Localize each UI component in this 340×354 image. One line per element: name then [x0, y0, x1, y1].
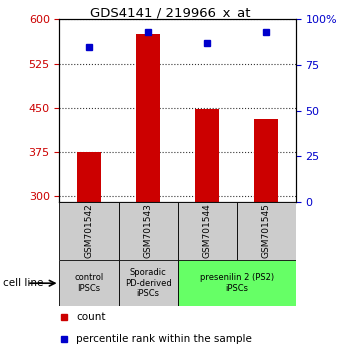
Text: GSM701542: GSM701542 [85, 204, 94, 258]
Text: GSM701543: GSM701543 [143, 204, 153, 258]
Bar [136, 34, 160, 202]
Text: GDS4141 / 219966_x_at: GDS4141 / 219966_x_at [90, 6, 250, 19]
Text: count: count [76, 312, 105, 322]
Bar [77, 152, 101, 202]
Text: percentile rank within the sample: percentile rank within the sample [76, 335, 252, 344]
Bar [59, 260, 119, 306]
Bar [237, 202, 296, 260]
Text: presenilin 2 (PS2)
iPSCs: presenilin 2 (PS2) iPSCs [200, 274, 274, 293]
Text: GSM701545: GSM701545 [262, 204, 271, 258]
Bar [195, 109, 219, 202]
Bar [59, 202, 119, 260]
Text: control
IPSCs: control IPSCs [74, 274, 104, 293]
Bar [119, 202, 177, 260]
Text: GSM701544: GSM701544 [203, 204, 212, 258]
Bar [254, 119, 278, 202]
Bar [177, 202, 237, 260]
Bar [177, 260, 296, 306]
Bar [119, 260, 177, 306]
Text: cell line: cell line [3, 278, 44, 288]
Text: Sporadic
PD-derived
iPSCs: Sporadic PD-derived iPSCs [125, 268, 171, 298]
